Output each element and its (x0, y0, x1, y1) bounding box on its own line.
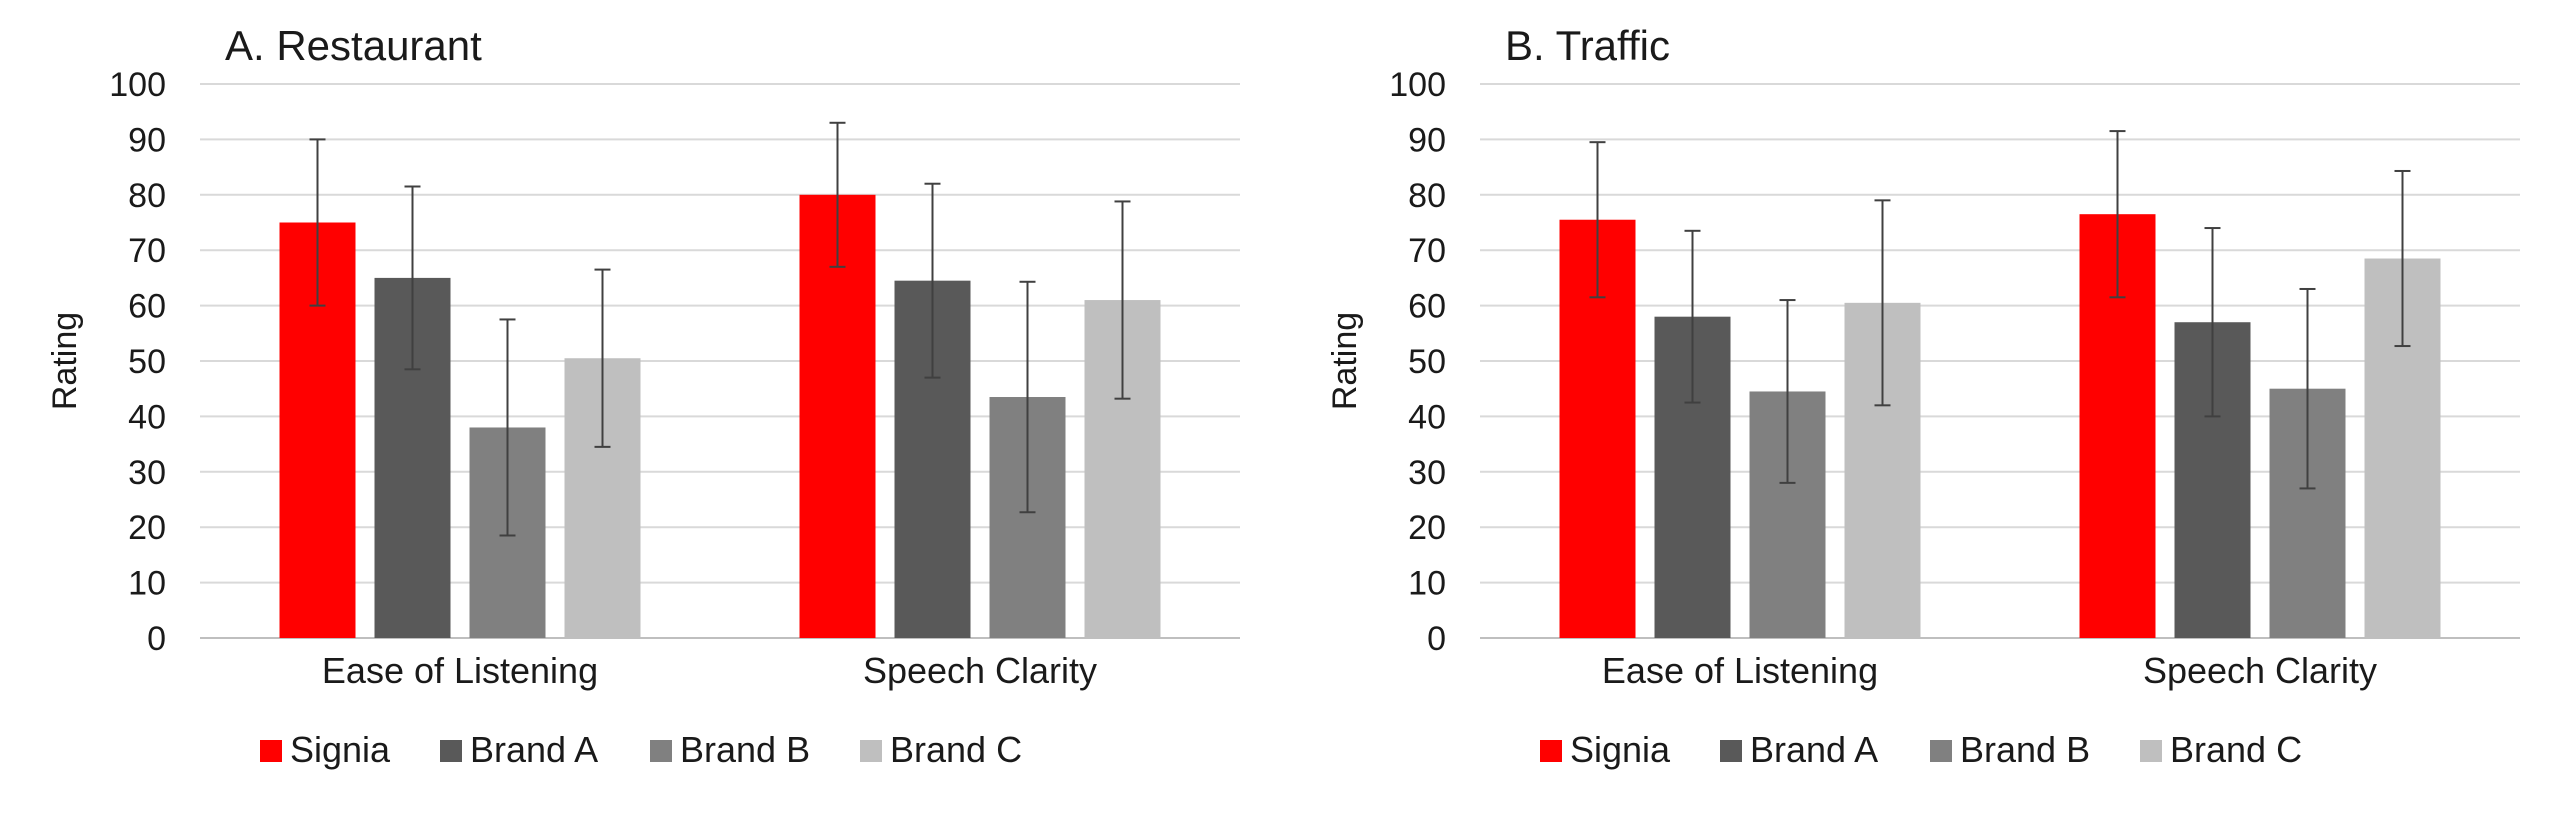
y-tick-label: 100 (1389, 66, 1446, 104)
legend-swatch-brand-c (2140, 740, 2162, 762)
legend-swatch-brand-c (860, 740, 882, 762)
y-tick-label: 40 (128, 398, 166, 436)
y-tick-label: 50 (128, 343, 166, 381)
y-tick-label: 0 (147, 620, 166, 658)
y-tick-label: 70 (128, 232, 166, 270)
error-bar (1019, 280, 1036, 514)
y-axis-label: Rating (1326, 312, 1364, 410)
error-bar (829, 121, 846, 268)
error-bar (924, 182, 941, 379)
y-tick-label: 60 (1408, 288, 1446, 326)
legend-label: Brand C (890, 729, 1022, 770)
chart-panel-traffic: B. Traffic Rating 0 10 20 30 40 50 60 70 80 90 100 Ea… (1280, 0, 2560, 814)
bar-signia-1 (799, 194, 876, 639)
x-category-label: Ease of Listening (322, 650, 598, 691)
error-bar (1589, 141, 1606, 299)
legend: Signia Brand A Brand B Brand C (260, 729, 1022, 770)
y-tick-label: 50 (1408, 343, 1446, 381)
y-tick-label: 20 (1408, 509, 1446, 547)
error-bar (1874, 199, 1891, 407)
legend-swatch-brand-a (1720, 740, 1742, 762)
y-axis-label: Rating (46, 312, 84, 410)
legend-label: Signia (1570, 729, 1671, 770)
y-tick-label: 10 (1408, 565, 1446, 603)
y-tick-label: 0 (1427, 620, 1446, 658)
y-tick-label: 10 (128, 565, 166, 603)
legend-swatch-signia (1540, 740, 1562, 762)
legend-label: Brand B (680, 729, 810, 770)
error-bar (2109, 130, 2126, 299)
error-bar (499, 318, 516, 537)
error-bar (1684, 229, 1701, 404)
legend: Signia Brand A Brand B Brand C (1540, 729, 2302, 770)
y-tick-label: 90 (128, 121, 166, 159)
legend-swatch-brand-b (1930, 740, 1952, 762)
gridlines (200, 83, 1240, 639)
x-category-label: Speech Clarity (2143, 650, 2377, 691)
y-tick-label: 80 (128, 177, 166, 215)
y-tick-label: 40 (1408, 398, 1446, 436)
y-tick-label: 30 (128, 454, 166, 492)
legend-swatch-brand-b (650, 740, 672, 762)
error-bar (1779, 299, 1796, 484)
chart-title: A. Restaurant (225, 22, 482, 69)
legend-label: Brand C (2170, 729, 2302, 770)
gridlines (1480, 83, 2520, 639)
y-tick-label: 100 (109, 66, 166, 104)
legend-swatch-brand-a (440, 740, 462, 762)
error-bar (2394, 169, 2411, 348)
y-tick-label: 20 (128, 509, 166, 547)
chart-restaurant: A. Restaurant Rating 0 10 20 30 40 50 60 70 80 90 10… (46, 22, 1240, 770)
legend-label: Brand B (1960, 729, 2090, 770)
chart-panel-restaurant: A. Restaurant Rating 0 10 20 30 40 50 60 70 80 90 10… (46, 22, 1240, 770)
legend-label: Signia (290, 729, 391, 770)
error-bar (2204, 227, 2221, 418)
chart-title: B. Traffic (1505, 22, 1670, 69)
x-category-label: Speech Clarity (863, 650, 1097, 691)
legend-label: Brand A (1750, 729, 1878, 770)
legend-label: Brand A (470, 729, 598, 770)
legend-swatch-signia (260, 740, 282, 762)
x-category-label: Ease of Listening (1602, 650, 1878, 691)
error-bar (1114, 200, 1131, 400)
error-bar (404, 185, 421, 371)
y-tick-label: 90 (1408, 121, 1446, 159)
error-bar (594, 268, 611, 448)
error-bar (309, 138, 326, 307)
y-tick-label: 30 (1408, 454, 1446, 492)
y-tick-label: 80 (1408, 177, 1446, 215)
y-tick-label: 70 (1408, 232, 1446, 270)
error-bar (2299, 287, 2316, 490)
y-tick-label: 60 (128, 288, 166, 326)
chart-traffic: B. Traffic Rating 0 10 20 30 40 50 60 70 80 90 100 Ea… (1326, 22, 2520, 770)
